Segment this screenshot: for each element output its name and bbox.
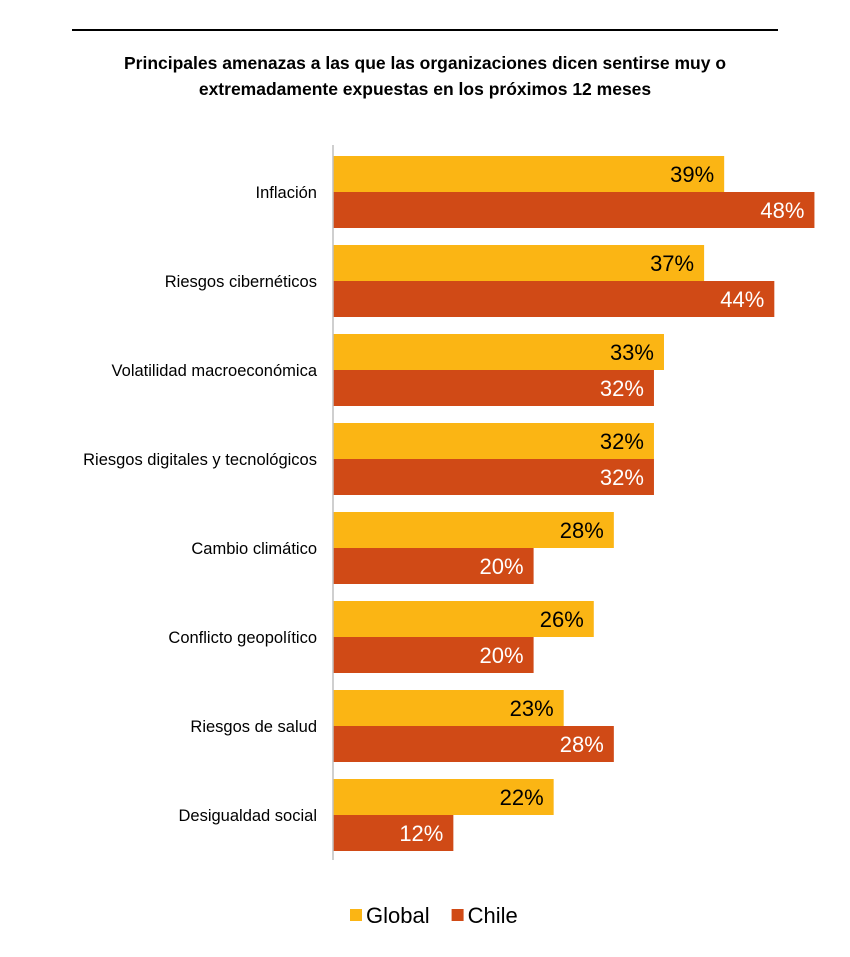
bar-chile — [333, 370, 654, 406]
bar-chile — [333, 281, 775, 317]
bar-global — [333, 779, 554, 815]
data-label: 37% — [650, 251, 694, 276]
bar-global — [333, 245, 705, 281]
top-rule — [72, 29, 778, 31]
data-label: 28% — [560, 518, 604, 543]
category-label: Conflicto geopolítico — [168, 629, 317, 647]
bar-chile — [333, 726, 614, 762]
bar-chile — [333, 637, 534, 673]
category-label: Desigualdad social — [178, 807, 317, 825]
bar-global — [333, 423, 654, 459]
data-label: 12% — [399, 821, 443, 846]
bar-chile — [333, 459, 654, 495]
legend-label: Chile — [468, 903, 518, 928]
data-label: 39% — [670, 162, 714, 187]
bar-global — [333, 334, 664, 370]
bar-chile — [333, 192, 815, 228]
bar-global — [333, 156, 725, 192]
bar-global — [333, 601, 594, 637]
chart-title: Principales amenazas a las que las organ… — [123, 53, 727, 99]
data-label: 28% — [560, 732, 604, 757]
data-label: 20% — [480, 554, 524, 579]
legend-swatch-chile — [451, 909, 464, 921]
category-label: Riesgos cibernéticos — [165, 273, 317, 291]
data-label: 20% — [480, 643, 524, 668]
data-label: 44% — [720, 287, 764, 312]
data-label: 33% — [610, 340, 654, 365]
data-label: 32% — [600, 376, 644, 401]
data-label: 32% — [600, 429, 644, 454]
category-label: Volatilidad macroeconómica — [112, 362, 318, 380]
data-label: 22% — [500, 785, 544, 810]
category-label: Riesgos de salud — [190, 718, 317, 736]
category-label: Riesgos digitales y tecnológicos — [83, 451, 317, 469]
bar-global — [333, 512, 614, 548]
category-label: Inflación — [256, 184, 317, 202]
data-label: 26% — [540, 607, 584, 632]
data-label: 32% — [600, 465, 644, 490]
category-label: Cambio climático — [191, 540, 317, 558]
data-label: 48% — [760, 198, 804, 223]
bar-global — [333, 690, 564, 726]
legend-label: Global — [366, 903, 430, 928]
bar-chile — [333, 815, 454, 851]
legend-swatch-global — [350, 909, 362, 921]
bar-chile — [333, 548, 534, 584]
data-label: 23% — [510, 696, 554, 721]
